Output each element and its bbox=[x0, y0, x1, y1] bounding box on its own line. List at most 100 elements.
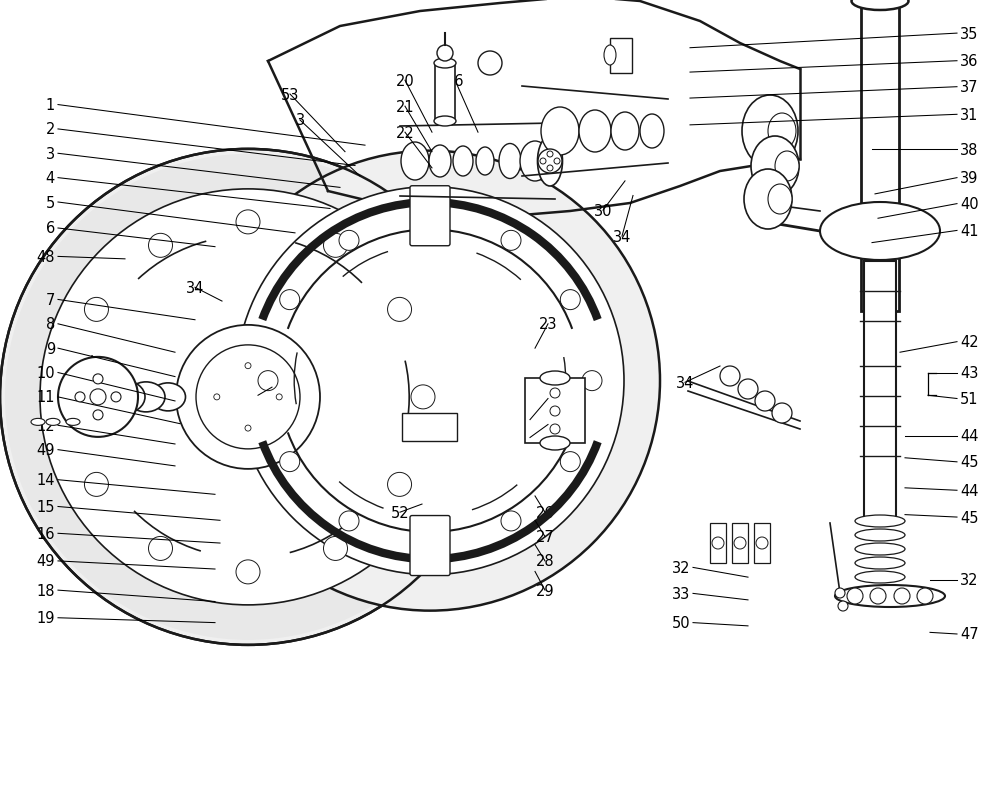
Circle shape bbox=[280, 452, 300, 472]
Circle shape bbox=[835, 588, 845, 599]
Circle shape bbox=[411, 385, 435, 410]
Ellipse shape bbox=[855, 530, 905, 541]
Circle shape bbox=[550, 406, 560, 417]
Circle shape bbox=[388, 298, 412, 322]
Ellipse shape bbox=[540, 436, 570, 450]
Text: 9: 9 bbox=[46, 341, 55, 356]
Circle shape bbox=[40, 190, 456, 605]
Ellipse shape bbox=[401, 143, 429, 181]
Circle shape bbox=[84, 298, 108, 322]
Circle shape bbox=[58, 358, 138, 437]
Ellipse shape bbox=[429, 146, 451, 178]
Circle shape bbox=[5, 155, 491, 640]
Text: 38: 38 bbox=[960, 143, 978, 157]
Text: 16: 16 bbox=[37, 526, 55, 541]
Circle shape bbox=[176, 325, 320, 470]
Circle shape bbox=[200, 152, 660, 611]
Circle shape bbox=[720, 367, 740, 387]
Circle shape bbox=[712, 538, 724, 549]
Text: 32: 32 bbox=[671, 560, 690, 575]
Circle shape bbox=[236, 211, 260, 234]
Circle shape bbox=[339, 231, 359, 251]
Circle shape bbox=[245, 426, 251, 431]
Circle shape bbox=[917, 588, 933, 604]
Bar bbox=[732, 523, 748, 564]
Ellipse shape bbox=[520, 142, 550, 182]
Circle shape bbox=[847, 588, 863, 604]
Circle shape bbox=[554, 159, 560, 165]
FancyBboxPatch shape bbox=[410, 187, 450, 247]
Circle shape bbox=[547, 165, 553, 172]
Text: 47: 47 bbox=[960, 627, 979, 642]
Text: 2: 2 bbox=[46, 122, 55, 137]
Circle shape bbox=[61, 385, 85, 410]
Text: 29: 29 bbox=[536, 583, 554, 598]
Circle shape bbox=[90, 389, 106, 406]
Circle shape bbox=[870, 588, 886, 604]
Circle shape bbox=[755, 392, 775, 411]
Text: 49: 49 bbox=[37, 443, 55, 457]
Circle shape bbox=[550, 424, 560, 435]
Text: 24: 24 bbox=[539, 392, 557, 406]
Circle shape bbox=[772, 404, 792, 423]
Ellipse shape bbox=[46, 418, 60, 426]
Text: 45: 45 bbox=[960, 510, 978, 525]
Circle shape bbox=[258, 371, 278, 391]
Circle shape bbox=[111, 393, 121, 402]
Text: 30: 30 bbox=[594, 204, 612, 218]
Circle shape bbox=[582, 371, 602, 391]
Circle shape bbox=[149, 537, 173, 560]
Circle shape bbox=[478, 52, 502, 76]
Text: 8: 8 bbox=[46, 317, 55, 332]
Circle shape bbox=[245, 363, 251, 369]
Bar bbox=[402, 414, 457, 441]
Text: 31: 31 bbox=[960, 108, 978, 122]
Circle shape bbox=[236, 187, 624, 575]
Text: 1: 1 bbox=[46, 98, 55, 113]
Text: 52: 52 bbox=[391, 505, 409, 520]
Text: 39: 39 bbox=[960, 171, 978, 186]
Text: 43: 43 bbox=[960, 366, 978, 380]
Text: 20: 20 bbox=[396, 74, 414, 88]
Text: 42: 42 bbox=[960, 335, 979, 350]
Text: 14: 14 bbox=[37, 473, 55, 487]
Text: 4: 4 bbox=[46, 171, 55, 186]
Text: 45: 45 bbox=[960, 455, 978, 470]
Text: 6: 6 bbox=[46, 221, 55, 236]
Ellipse shape bbox=[604, 46, 616, 66]
Text: 34: 34 bbox=[613, 230, 631, 244]
Circle shape bbox=[214, 394, 220, 401]
Text: 5: 5 bbox=[46, 195, 55, 210]
Circle shape bbox=[538, 150, 562, 174]
Text: 36: 36 bbox=[960, 54, 978, 69]
Bar bbox=[525, 379, 585, 444]
Text: 7: 7 bbox=[46, 293, 55, 307]
Ellipse shape bbox=[86, 385, 118, 410]
Ellipse shape bbox=[541, 108, 579, 156]
Text: 18: 18 bbox=[37, 583, 55, 598]
Bar bbox=[754, 523, 770, 564]
Ellipse shape bbox=[775, 152, 799, 182]
Circle shape bbox=[756, 538, 768, 549]
Circle shape bbox=[339, 511, 359, 531]
Circle shape bbox=[276, 394, 282, 401]
Ellipse shape bbox=[855, 543, 905, 556]
Text: 26: 26 bbox=[536, 505, 554, 520]
Ellipse shape bbox=[744, 169, 792, 230]
Ellipse shape bbox=[103, 381, 145, 414]
Circle shape bbox=[560, 290, 580, 311]
Text: 22: 22 bbox=[396, 126, 414, 140]
Text: 23: 23 bbox=[539, 317, 557, 332]
Ellipse shape bbox=[538, 137, 562, 187]
Text: 11: 11 bbox=[37, 390, 55, 405]
Ellipse shape bbox=[851, 0, 908, 11]
Text: 27: 27 bbox=[536, 530, 554, 544]
Text: 15: 15 bbox=[37, 500, 55, 514]
Text: 51: 51 bbox=[960, 392, 978, 406]
Circle shape bbox=[0, 150, 496, 645]
Circle shape bbox=[420, 533, 440, 553]
Text: 28: 28 bbox=[536, 554, 554, 569]
Circle shape bbox=[420, 209, 440, 230]
Text: 53: 53 bbox=[281, 88, 299, 102]
Text: 37: 37 bbox=[960, 80, 978, 95]
